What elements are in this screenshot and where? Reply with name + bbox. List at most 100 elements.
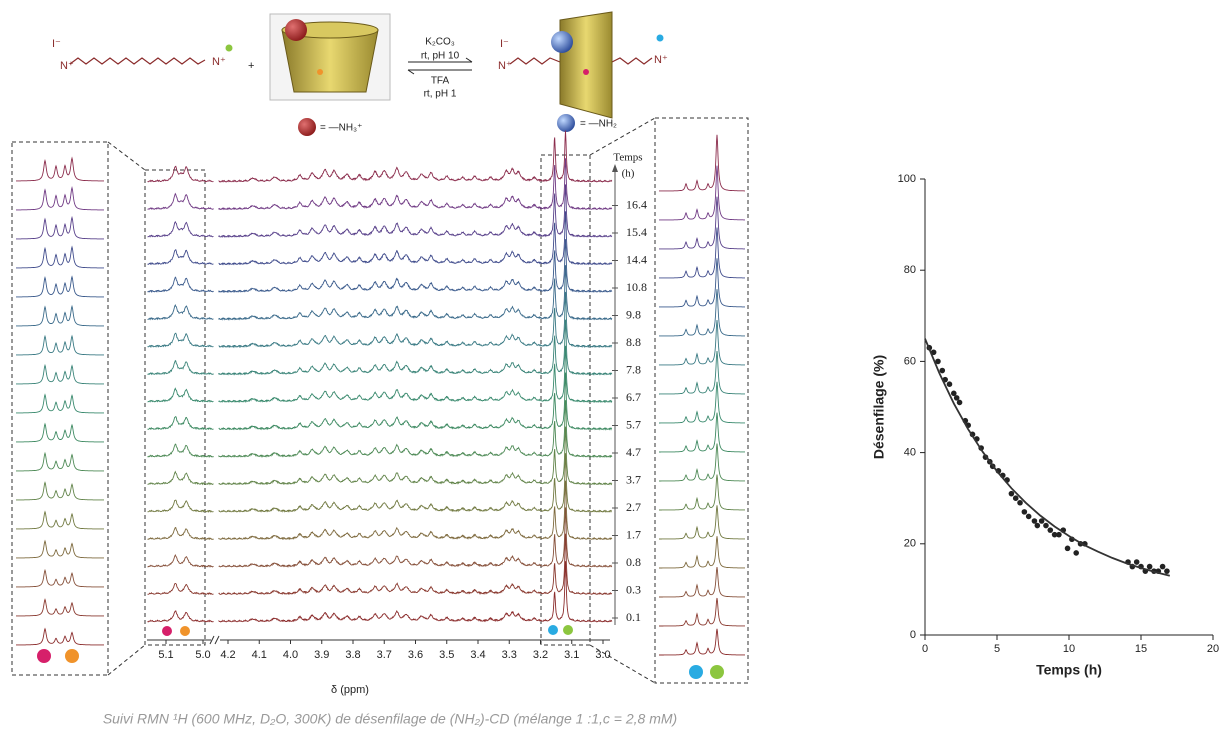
signal-marker	[563, 625, 573, 635]
connector	[589, 117, 656, 156]
zoom-trace	[16, 304, 104, 327]
nh3-sphere	[298, 118, 316, 136]
ppm-tick-label: 5.1	[158, 649, 173, 661]
nh2-sphere	[551, 31, 573, 53]
data-point	[935, 358, 941, 365]
zoom-trace	[16, 215, 104, 240]
alkyl-chain	[69, 57, 206, 65]
end-marker	[656, 34, 664, 42]
zoom-trace	[16, 451, 104, 472]
reagent: TFA	[431, 76, 450, 87]
alkyl-chain	[509, 57, 561, 65]
zoom-trace	[16, 393, 104, 414]
data-point	[1017, 499, 1023, 506]
spectrum-trace	[147, 499, 214, 513]
counterion-label: I⁻	[500, 38, 509, 50]
zoom-trace	[659, 134, 745, 192]
spectrum-trace	[147, 583, 214, 595]
ppm-tick-label: 3.3	[502, 649, 517, 661]
scatter-chart: Temps (h) Désenfilage (%) 0 5 10 15 20 0 20 40 6…	[871, 173, 1219, 678]
zoom-trace	[16, 481, 104, 501]
ppm-tick-label: 3.8	[345, 649, 360, 661]
data-point	[946, 381, 953, 388]
ppm-tick-label: 4.1	[252, 649, 267, 661]
time-label: 0.3	[626, 582, 641, 596]
data-point	[1064, 545, 1071, 552]
x-tick-label: 10	[1063, 643, 1075, 655]
time-arrow	[612, 164, 618, 172]
reagent: rt, pH 1	[424, 89, 457, 100]
spectrum-trace	[147, 248, 214, 266]
spectrum-trace	[147, 192, 214, 210]
y-tick-label: 0	[910, 629, 916, 641]
ammonium-label: N⁺	[654, 54, 668, 66]
data-point	[1043, 522, 1049, 529]
zoom-trace	[659, 412, 745, 453]
reagent: K₂CO₃	[425, 37, 455, 48]
time-axis-title: Temps	[613, 152, 642, 164]
zoom-trace	[659, 258, 745, 308]
ppm-tick-label: 3.7	[377, 649, 392, 661]
data-point	[1012, 495, 1019, 502]
zoom-trace	[659, 474, 745, 511]
zoom-trace	[659, 628, 745, 656]
time-label: 16.4	[626, 197, 647, 211]
zoom-trace	[16, 245, 104, 269]
spectrum-trace	[147, 359, 214, 376]
ppm-tick-label: 4.2	[220, 649, 235, 661]
time-axis-title: (h)	[622, 168, 635, 180]
data-point	[1025, 513, 1032, 520]
plus: +	[248, 60, 254, 72]
marker	[317, 69, 323, 75]
ppm-tick-label: 5.0	[195, 649, 210, 661]
axis-break	[209, 635, 220, 645]
x-tick-label: 20	[1207, 643, 1219, 655]
connector	[107, 644, 146, 676]
spectrum-trace	[218, 400, 613, 459]
cyclodextrin	[559, 11, 613, 119]
spectrum-trace	[218, 533, 613, 596]
legend-text: = —NH₃⁺	[320, 123, 362, 134]
data-point	[951, 390, 957, 397]
nh3-sphere	[285, 19, 307, 41]
spectrum-trace	[218, 130, 613, 183]
signal-marker	[65, 649, 79, 663]
connector	[589, 644, 656, 684]
reagent: rt, pH 10	[421, 51, 460, 62]
time-label: 2.7	[626, 500, 641, 514]
time-label: 4.7	[626, 445, 641, 459]
spectra	[16, 130, 745, 679]
ppm-tick-label: 3.5	[439, 649, 454, 661]
data-point	[1073, 550, 1079, 556]
spectrum-trace	[147, 443, 214, 458]
spectrum-trace	[218, 480, 613, 541]
caption: Suivi RMN ¹H (600 MHz, D₂O, 300K) de dés…	[103, 711, 677, 727]
zoom-panel	[11, 141, 109, 676]
time-label: 0.1	[626, 610, 641, 624]
ppm-axis-title: δ (ppm)	[331, 684, 369, 696]
data-point	[1031, 518, 1038, 524]
zoom-trace	[658, 320, 745, 366]
zoom-trace	[16, 363, 104, 385]
spectrum-trace	[147, 332, 214, 348]
data-point	[1034, 522, 1041, 529]
data-point	[1008, 490, 1015, 497]
spectrum-trace	[218, 239, 613, 294]
spectrum-trace	[147, 165, 214, 183]
y-axis-title: Désenfilage (%)	[871, 355, 887, 459]
time-label: 8.8	[626, 335, 641, 349]
data-point	[1021, 509, 1028, 515]
data-point	[930, 349, 937, 356]
x-tick-label: 15	[1135, 643, 1147, 655]
time-label: 9.8	[626, 307, 641, 321]
spectrum-trace	[218, 507, 613, 568]
spectrum-trace	[218, 265, 613, 321]
ppm-tick-label: 4.0	[283, 649, 298, 661]
signal-marker	[180, 626, 190, 636]
y-tick-label: 40	[904, 447, 916, 459]
zoom-trace	[16, 598, 104, 617]
x-axis-title: Temps (h)	[1036, 662, 1102, 678]
spectrum-trace	[147, 415, 214, 431]
ppm-tick-label: 3.9	[314, 649, 329, 661]
